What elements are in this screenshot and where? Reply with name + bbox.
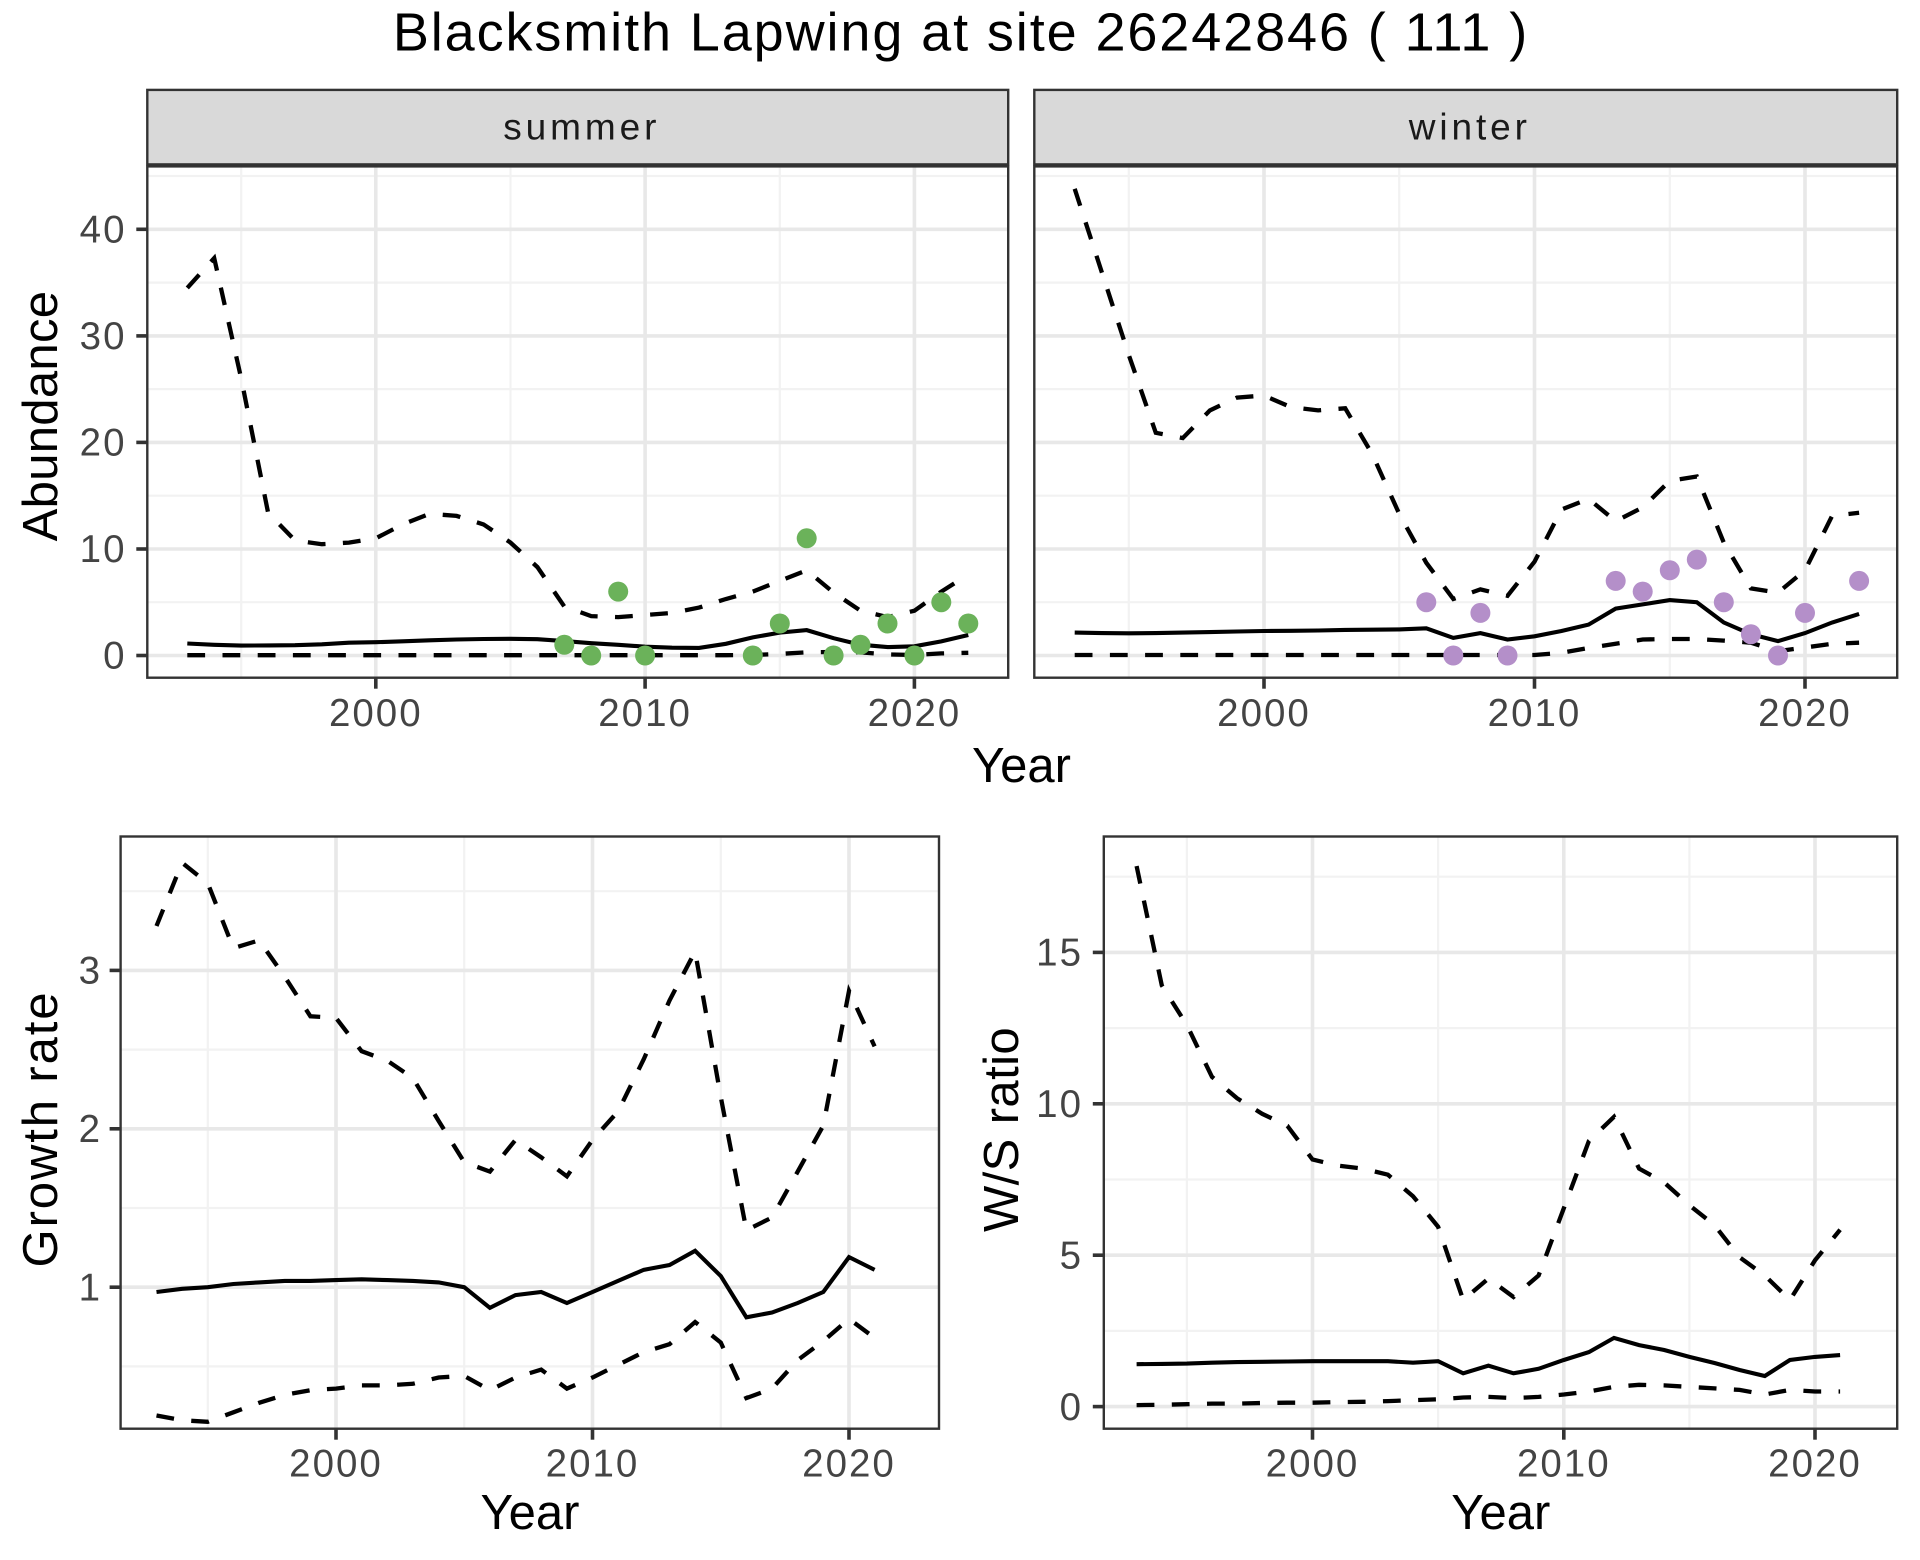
svg-text:10: 10 bbox=[1036, 1083, 1083, 1126]
svg-text:2000: 2000 bbox=[1266, 1442, 1360, 1485]
svg-text:2000: 2000 bbox=[289, 1442, 383, 1485]
svg-text:2010: 2010 bbox=[1488, 692, 1582, 735]
svg-text:2010: 2010 bbox=[598, 692, 692, 735]
svg-text:W/S ratio: W/S ratio bbox=[975, 1027, 1029, 1232]
svg-text:winter: winter bbox=[1408, 107, 1531, 148]
svg-text:0: 0 bbox=[1060, 1386, 1083, 1429]
svg-text:Year: Year bbox=[1451, 1486, 1550, 1540]
svg-text:2010: 2010 bbox=[546, 1442, 640, 1485]
svg-text:2020: 2020 bbox=[802, 1442, 896, 1485]
svg-text:20: 20 bbox=[80, 422, 127, 465]
svg-text:2010: 2010 bbox=[1517, 1442, 1611, 1485]
svg-text:30: 30 bbox=[80, 315, 127, 358]
svg-text:10: 10 bbox=[80, 528, 127, 571]
svg-text:2000: 2000 bbox=[1217, 692, 1311, 735]
svg-text:3: 3 bbox=[79, 950, 100, 993]
svg-text:2000: 2000 bbox=[329, 692, 423, 735]
svg-text:40: 40 bbox=[80, 209, 127, 252]
svg-text:Abundance: Abundance bbox=[14, 291, 68, 542]
svg-text:5: 5 bbox=[1060, 1234, 1083, 1277]
svg-text:2020: 2020 bbox=[1768, 1442, 1862, 1485]
svg-text:0: 0 bbox=[103, 635, 126, 678]
svg-text:2020: 2020 bbox=[868, 692, 962, 735]
svg-text:Growth rate: Growth rate bbox=[14, 991, 68, 1268]
svg-text:2: 2 bbox=[79, 1108, 100, 1151]
svg-text:Year: Year bbox=[480, 1486, 579, 1540]
svg-text:15: 15 bbox=[1036, 932, 1083, 975]
svg-text:1: 1 bbox=[79, 1266, 100, 1309]
svg-text:2020: 2020 bbox=[1758, 692, 1852, 735]
svg-text:Year: Year bbox=[972, 739, 1071, 793]
svg-text:summer: summer bbox=[503, 107, 660, 148]
svg-text:Blacksmith Lapwing at site 262: Blacksmith Lapwing at site 26242846 ( 11… bbox=[393, 3, 1529, 63]
